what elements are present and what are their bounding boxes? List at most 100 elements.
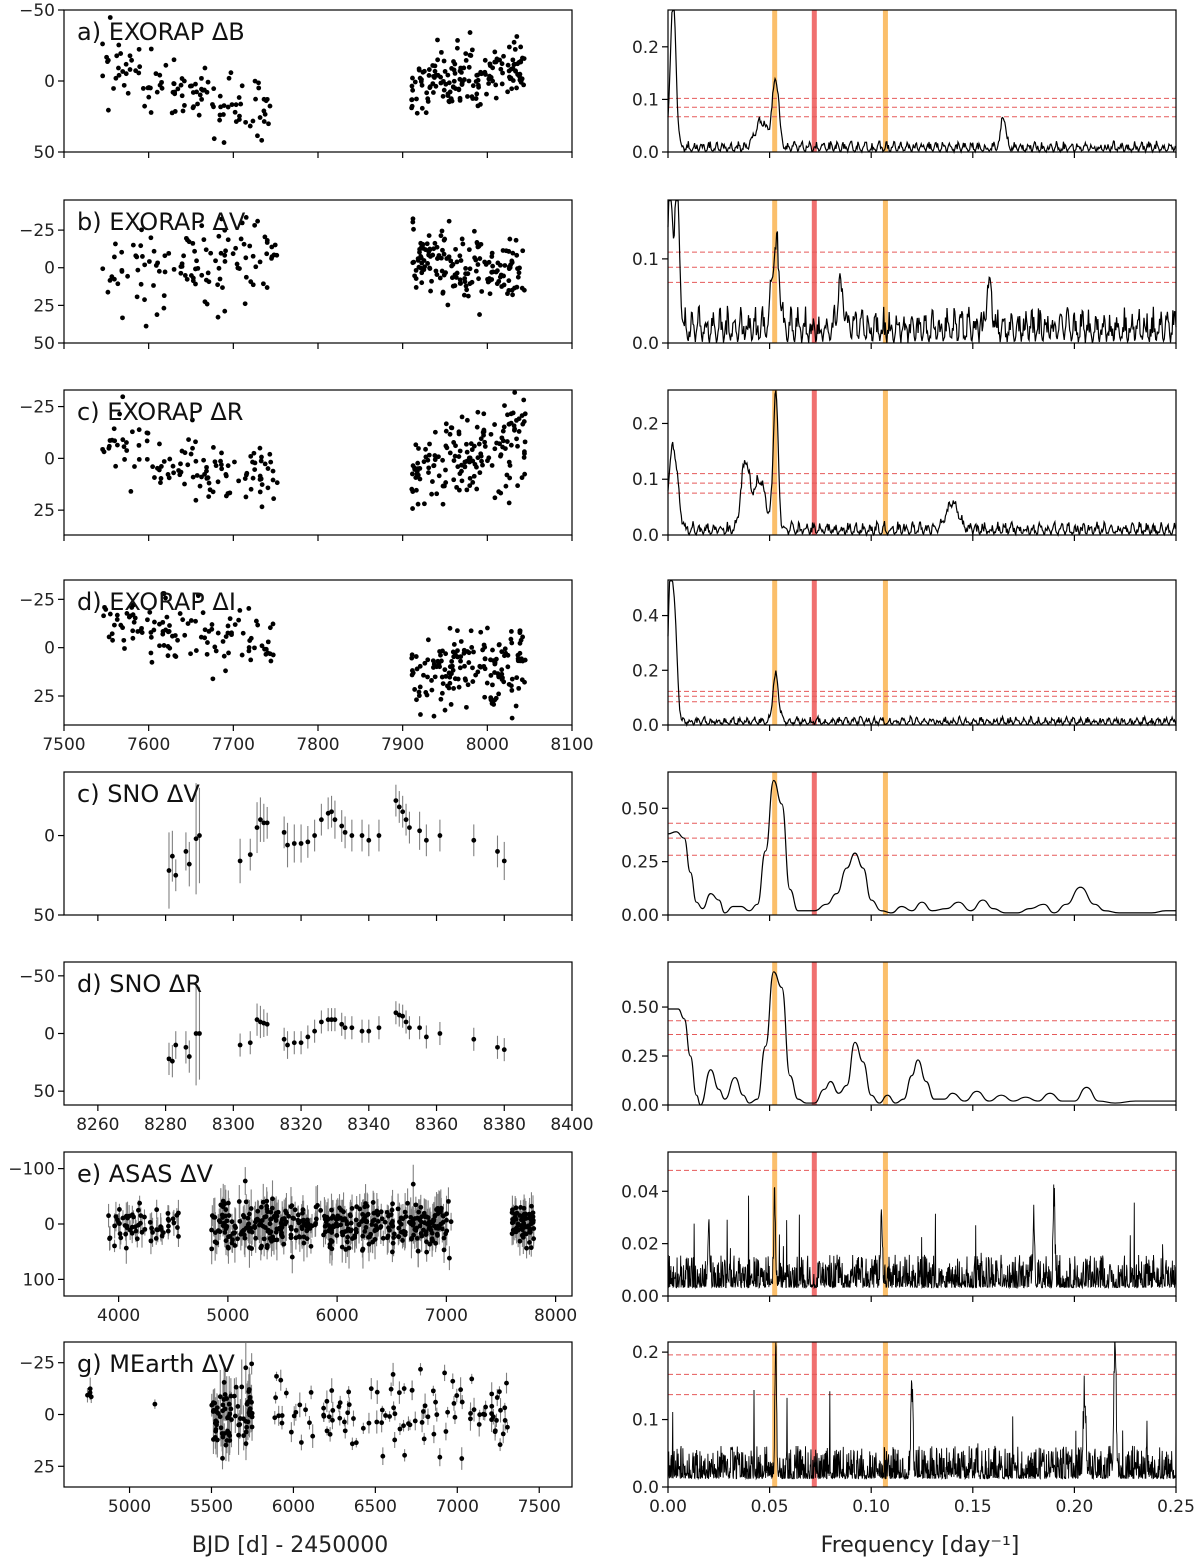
data-point [281, 1216, 287, 1221]
data-point [241, 1433, 247, 1439]
data-point [468, 441, 474, 447]
data-point [489, 1403, 495, 1409]
data-point [454, 275, 459, 280]
data-point [502, 403, 507, 409]
periodogram-frame [667, 1151, 1177, 1297]
data-point [434, 272, 440, 278]
data-point [396, 1390, 402, 1396]
orange-highlight-band [772, 390, 778, 535]
data-point [391, 1231, 397, 1237]
data-point [203, 277, 209, 283]
data-point [151, 248, 157, 254]
data-point [522, 1223, 527, 1229]
data-point [176, 468, 182, 473]
data-point [419, 1420, 425, 1425]
data-point [139, 625, 144, 631]
data-point [205, 270, 211, 276]
data-point [489, 277, 495, 282]
data-point [237, 858, 243, 864]
data-point [269, 1205, 275, 1211]
data-point [339, 823, 345, 829]
data-point [148, 634, 154, 640]
data-point [451, 458, 457, 463]
data-point [211, 104, 216, 110]
data-point [380, 1453, 386, 1459]
data-point [212, 459, 218, 465]
data-point [138, 243, 144, 249]
data-point [451, 477, 457, 483]
data-point [246, 1228, 252, 1234]
data-point [509, 287, 515, 293]
data-point [226, 650, 231, 656]
data-point [402, 1209, 408, 1215]
data-point [250, 282, 256, 288]
data-point [223, 248, 228, 254]
data-point [510, 78, 516, 83]
x-tick-label: 7800 [296, 735, 339, 755]
data-point [125, 273, 130, 279]
data-point [442, 667, 448, 673]
data-point [265, 485, 271, 491]
data-point [485, 625, 490, 631]
light-curve-5: −50 0 50 8260 8280 8300 8320 8340 8360 8380 8400 d)… [19, 961, 594, 1135]
data-point [409, 1235, 415, 1241]
data-point [396, 1225, 402, 1231]
data-point [220, 1434, 226, 1440]
data-point [373, 1223, 379, 1228]
data-point [333, 1216, 339, 1222]
y-tick-label: 0 [44, 259, 55, 279]
data-point [405, 1200, 411, 1206]
data-point [357, 1206, 363, 1212]
data-point [221, 1397, 227, 1402]
data-point [250, 253, 256, 259]
data-point [477, 256, 483, 261]
data-point [165, 1228, 171, 1234]
data-point [157, 643, 162, 649]
data-point [123, 71, 129, 77]
data-point [172, 653, 178, 659]
data-point [165, 629, 171, 635]
x-tick-label: 4000 [97, 1306, 140, 1326]
y-tick-label: 100 [23, 1270, 55, 1290]
data-point [509, 1231, 515, 1237]
data-point [442, 707, 448, 713]
data-point [466, 64, 472, 70]
data-point [152, 475, 157, 480]
y-tick-label: 25 [33, 296, 55, 316]
data-point [415, 501, 421, 507]
data-point [414, 110, 420, 116]
data-point [454, 628, 460, 634]
data-point [451, 686, 457, 691]
data-point [421, 672, 426, 678]
data-point [348, 1213, 353, 1219]
data-point [228, 70, 234, 76]
data-point [461, 65, 467, 71]
y-tick-label: 0.02 [621, 1235, 659, 1255]
data-point [440, 93, 446, 99]
data-point [512, 426, 518, 432]
data-point [145, 430, 151, 436]
data-point [479, 289, 485, 294]
data-point [437, 833, 443, 838]
data-point [220, 1455, 225, 1461]
data-point [204, 651, 210, 657]
data-point [217, 93, 223, 99]
data-point [505, 652, 511, 658]
data-point [420, 245, 426, 251]
data-point [416, 1209, 422, 1215]
data-point [470, 96, 476, 101]
data-point [182, 103, 187, 108]
red-highlight-band [811, 200, 817, 343]
data-point [508, 629, 514, 634]
data-point [247, 1040, 253, 1046]
data-point [204, 468, 209, 474]
data-point [410, 87, 416, 93]
data-point [506, 500, 512, 506]
data-point [475, 77, 481, 83]
data-point [271, 252, 277, 258]
data-point [136, 427, 142, 433]
data-point [464, 704, 469, 710]
data-point [440, 501, 446, 507]
data-point [171, 470, 177, 476]
data-point [337, 1205, 342, 1211]
